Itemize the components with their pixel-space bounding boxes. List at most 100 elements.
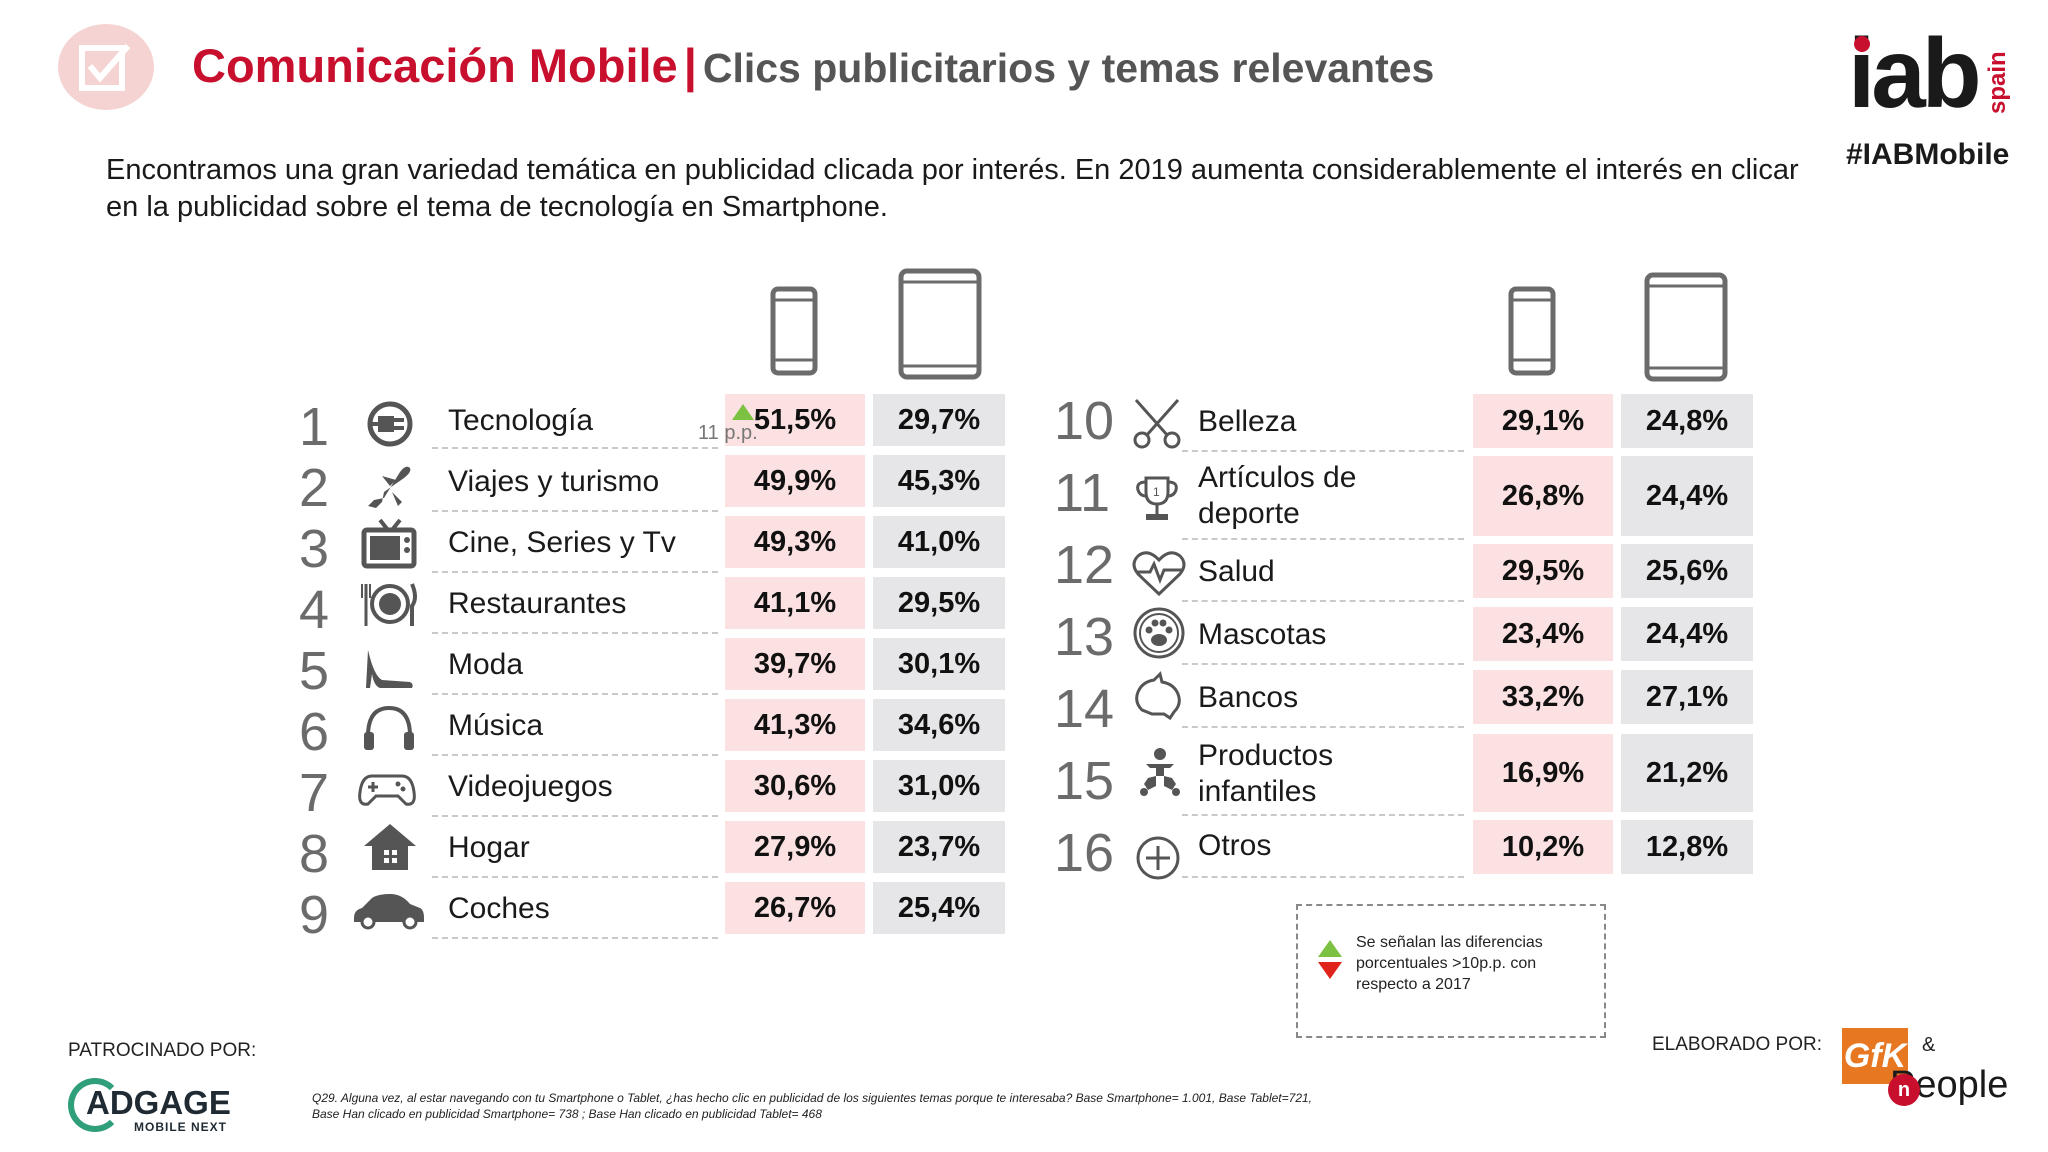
tablet-value: 24,4% — [1621, 456, 1753, 536]
tv-icon — [361, 518, 417, 569]
rank-number: 13 — [1054, 607, 1115, 667]
headphones-icon — [364, 705, 414, 750]
page-title: Comunicación Mobile | Clics publicitarios … — [192, 38, 1434, 93]
topic-label: Coches — [448, 892, 550, 925]
airplane-icon — [368, 466, 411, 508]
row-divider — [432, 876, 718, 878]
smartphone-value: 16,9% — [1473, 734, 1613, 812]
checkbox-icon — [79, 44, 131, 91]
change-note: 11 p.p. — [698, 422, 758, 444]
row-divider — [432, 510, 718, 512]
increase-arrow-icon — [732, 404, 754, 420]
topic-label: Viajes y turismo — [448, 465, 660, 498]
decrease-arrow-icon — [1318, 962, 1342, 979]
topic-label: Cine, Series y Tv — [448, 526, 676, 559]
tablet-value: 30,1% — [873, 638, 1005, 690]
baby-icon — [1140, 748, 1180, 796]
legend-box: Se señalan las diferencias porcentuales … — [1296, 904, 1606, 1038]
topic-label: Moda — [448, 648, 524, 681]
tablet-value: 45,3% — [873, 455, 1005, 507]
sponsored-label: PATROCINADO POR: — [68, 1040, 257, 1061]
svg-text:1: 1 — [1153, 485, 1160, 499]
row-divider — [1182, 663, 1464, 665]
rank-number: 10 — [1054, 391, 1115, 451]
row-divider — [1182, 538, 1464, 540]
gamepad-icon — [358, 774, 416, 806]
high-heel-icon — [366, 650, 413, 688]
tablet-value: 27,1% — [1621, 670, 1753, 724]
rank-number: 8 — [298, 824, 330, 884]
hashtag: #IABMobile — [1846, 138, 2010, 171]
smartphone-value: 29,1% — [1473, 394, 1613, 448]
tablet-icon — [1644, 272, 1728, 382]
topic-label: Otros — [1198, 829, 1272, 862]
smartphone-icon — [1508, 286, 1556, 376]
car-icon — [354, 894, 424, 930]
title-separator: | — [683, 39, 697, 92]
smartphone-icon — [770, 286, 818, 376]
smartphone-value: 49,9% — [725, 455, 865, 507]
intro-text: Encontramos una gran variedad temática e… — [106, 154, 1799, 223]
row-divider — [432, 815, 718, 817]
logo-ampersand: & — [1922, 1034, 1936, 1056]
tablet-value: 31,0% — [873, 760, 1005, 812]
topic-label: Productos infantiles — [1198, 739, 1334, 808]
adgage-ring-icon — [68, 1078, 122, 1132]
tablet-value: 23,7% — [873, 821, 1005, 873]
row-divider — [432, 632, 718, 634]
row-divider — [1182, 814, 1464, 816]
row-divider — [432, 937, 718, 939]
rank-number: 9 — [298, 885, 330, 945]
people-logo-badge: n — [1888, 1074, 1920, 1106]
row-divider — [432, 754, 718, 756]
rank-number: 12 — [1054, 535, 1115, 595]
adgage-logo: ADGAGE MOBILE NEXT — [68, 1076, 238, 1136]
smartphone-value: 39,7% — [725, 638, 865, 690]
tablet-value: 24,8% — [1621, 394, 1753, 448]
heart-pulse-icon — [1132, 551, 1186, 597]
smartphone-value: 10,2% — [1473, 820, 1613, 874]
smartphone-value: 51,5% — [725, 394, 865, 446]
rank-number: 2 — [298, 458, 330, 518]
made-by-label: ELABORADO POR: — [1652, 1034, 1822, 1055]
dinner-plate-icon — [361, 583, 417, 626]
plug-icon — [367, 401, 413, 447]
smartphone-value: 27,9% — [725, 821, 865, 873]
row-divider — [1182, 600, 1464, 602]
topic-label: Mascotas — [1198, 618, 1327, 651]
topic-label: Hogar — [448, 831, 530, 864]
paw-icon — [1133, 607, 1185, 659]
increase-arrow-icon — [1318, 940, 1342, 957]
house-icon — [364, 824, 416, 870]
topic-label: Tecnología — [448, 404, 594, 437]
section-logo — [58, 24, 154, 110]
smartphone-value: 41,3% — [725, 699, 865, 751]
rank-number: 5 — [298, 641, 330, 701]
row-divider — [432, 447, 718, 449]
topic-label: Restaurantes — [448, 587, 627, 620]
rank-number: 1 — [298, 397, 330, 457]
smartphone-value: 33,2% — [1473, 670, 1613, 724]
legend-text: Se señalan las diferencias porcentuales … — [1356, 934, 1543, 993]
tablet-value: 12,8% — [1621, 820, 1753, 874]
iab-logo-word: iab — [1848, 18, 1982, 128]
topic-label: Música — [448, 709, 544, 742]
topic-label: Artículos de deporte — [1198, 461, 1357, 530]
topic-label: Bancos — [1198, 681, 1299, 714]
trophy-icon: 1 — [1136, 476, 1178, 520]
tablet-value: 21,2% — [1621, 734, 1753, 812]
rank-number: 15 — [1054, 751, 1115, 811]
rank-number: 14 — [1054, 679, 1115, 739]
tablet-icon — [898, 268, 982, 380]
tablet-value: 25,6% — [1621, 544, 1753, 598]
tablet-value: 34,6% — [873, 699, 1005, 751]
rank-number: 7 — [298, 763, 330, 823]
tablet-value: 29,7% — [873, 394, 1005, 446]
smartphone-value: 26,8% — [1473, 456, 1613, 536]
smartphone-value: 26,7% — [725, 882, 865, 934]
row-divider — [1182, 450, 1464, 452]
rank-number: 16 — [1054, 823, 1115, 883]
topic-label: Belleza — [1198, 405, 1297, 438]
adgage-word: ADGAGE — [86, 1084, 231, 1121]
row-divider — [1182, 876, 1464, 878]
